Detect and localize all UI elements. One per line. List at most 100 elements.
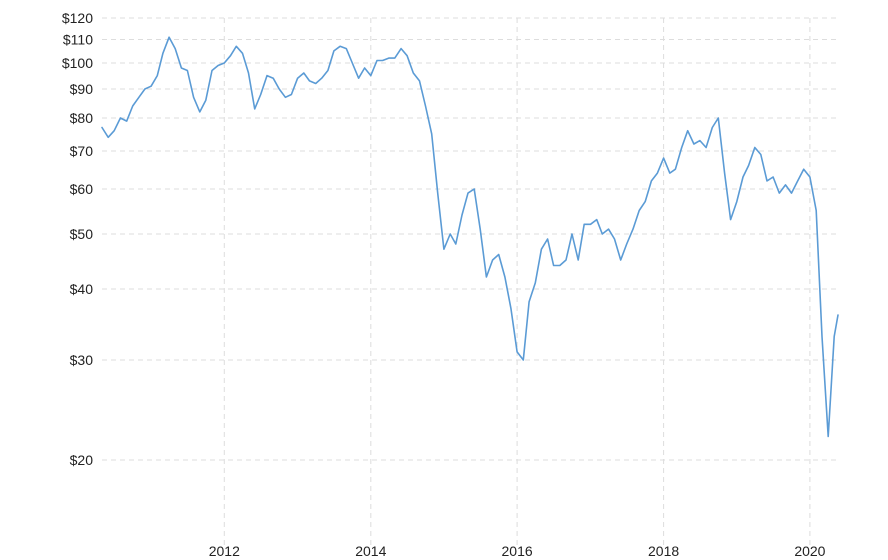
- data-point: [272, 77, 275, 80]
- data-point: [314, 82, 317, 85]
- data-point: [656, 172, 659, 175]
- x-axis-tick-labels: 2012 2014 2016 2018 2020: [209, 543, 826, 559]
- data-point: [644, 200, 647, 203]
- data-point: [363, 67, 366, 70]
- data-point: [180, 67, 183, 70]
- data-point: [339, 45, 342, 48]
- data-point: [332, 49, 335, 52]
- data-point: [698, 139, 701, 142]
- data-point: [607, 228, 610, 231]
- data-point: [753, 146, 756, 149]
- data-point: [406, 54, 409, 57]
- x-tick-label: 2020: [794, 543, 825, 559]
- data-point: [668, 172, 671, 175]
- y-tick-label: $50: [70, 226, 94, 242]
- data-point: [247, 72, 250, 75]
- data-point: [156, 74, 159, 77]
- data-point: [790, 192, 793, 195]
- y-tick-label: $70: [70, 143, 94, 159]
- data-point: [345, 47, 348, 50]
- data-point: [296, 77, 299, 80]
- data-point: [516, 350, 519, 353]
- data-point: [583, 223, 586, 226]
- data-point: [461, 214, 464, 217]
- data-point: [686, 129, 689, 132]
- data-point: [729, 218, 732, 221]
- data-point: [278, 88, 281, 91]
- data-point: [565, 259, 568, 262]
- data-point: [546, 238, 549, 241]
- data-point: [436, 192, 439, 195]
- data-point: [540, 248, 543, 251]
- data-point: [107, 136, 110, 139]
- data-point: [376, 59, 379, 62]
- data-point: [467, 192, 470, 195]
- y-tick-label: $60: [70, 181, 94, 197]
- y-tick-label: $100: [62, 55, 93, 71]
- data-point: [449, 233, 452, 236]
- data-point: [192, 96, 195, 99]
- data-point: [723, 172, 726, 175]
- data-point: [534, 281, 537, 284]
- data-point: [150, 85, 153, 88]
- data-point: [613, 238, 616, 241]
- data-point: [747, 164, 750, 167]
- data-point: [113, 129, 116, 132]
- y-tick-label: $40: [70, 281, 94, 297]
- y-tick-label: $110: [63, 32, 93, 48]
- data-point: [650, 179, 653, 182]
- data-point: [229, 54, 232, 57]
- data-point: [705, 146, 708, 149]
- data-point: [381, 59, 384, 62]
- data-point: [351, 62, 354, 65]
- data-point: [198, 110, 201, 113]
- data-point: [400, 47, 403, 50]
- data-point: [161, 52, 164, 55]
- data-point: [619, 259, 622, 262]
- data-point: [528, 300, 531, 303]
- data-point: [717, 117, 720, 120]
- x-tick-label: 2012: [209, 543, 240, 559]
- data-point: [808, 176, 811, 179]
- data-point: [632, 228, 635, 231]
- data-point: [125, 120, 128, 123]
- data-point: [393, 57, 396, 60]
- data-point: [638, 209, 641, 212]
- data-point: [241, 52, 244, 55]
- data-point: [168, 36, 171, 39]
- y-tick-label: $20: [70, 452, 94, 468]
- data-point: [796, 179, 799, 182]
- x-tick-label: 2014: [355, 543, 386, 559]
- data-point: [485, 276, 488, 279]
- data-point: [137, 96, 140, 99]
- data-point: [253, 107, 256, 110]
- data-point: [235, 45, 238, 48]
- data-point: [259, 93, 262, 96]
- data-point: [186, 69, 189, 72]
- data-point: [320, 77, 323, 80]
- data-point: [491, 259, 494, 262]
- data-point: [143, 88, 146, 91]
- data-point: [735, 200, 738, 203]
- data-point: [308, 79, 311, 82]
- data-point: [454, 243, 457, 246]
- data-point: [772, 176, 775, 179]
- data-point: [571, 233, 574, 236]
- data-point: [424, 105, 427, 108]
- data-point: [766, 179, 769, 182]
- data-point: [625, 243, 628, 246]
- data-point: [784, 183, 787, 186]
- price-series: [101, 36, 840, 438]
- data-point: [692, 143, 695, 146]
- data-point: [837, 314, 840, 317]
- data-point: [558, 264, 561, 267]
- data-point: [290, 93, 293, 96]
- data-point: [815, 209, 818, 212]
- data-point: [204, 99, 207, 102]
- data-point: [473, 188, 476, 191]
- data-point: [326, 69, 329, 72]
- data-point: [119, 117, 122, 120]
- data-point: [552, 264, 555, 267]
- data-point: [601, 233, 604, 236]
- data-point: [479, 228, 482, 231]
